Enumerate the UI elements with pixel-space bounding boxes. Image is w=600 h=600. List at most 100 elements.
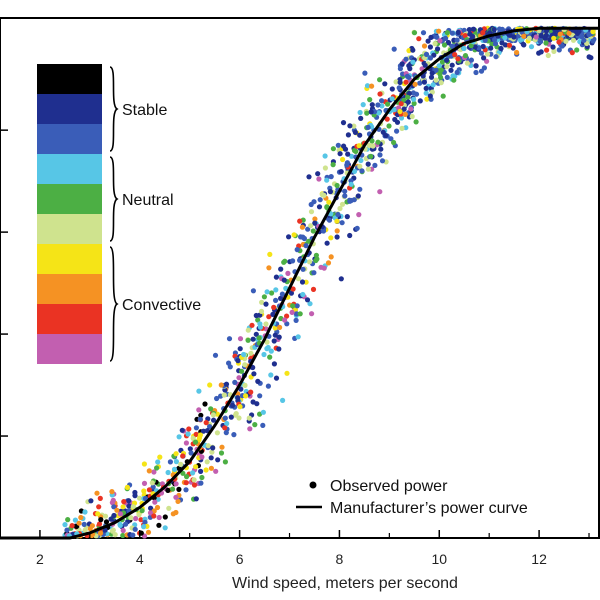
observed-point	[326, 199, 332, 205]
observed-point	[413, 91, 420, 97]
x-tick-label: 8	[336, 551, 344, 567]
observed-point	[317, 197, 323, 203]
observed-point	[536, 50, 542, 56]
observed-point	[559, 43, 565, 49]
observed-point	[218, 450, 225, 456]
observed-point	[145, 529, 152, 535]
observed-point	[264, 339, 270, 345]
observed-point	[265, 383, 271, 389]
observed-point	[255, 378, 261, 384]
observed-point	[215, 457, 221, 463]
observed-point	[455, 29, 461, 35]
observed-point	[165, 469, 171, 476]
observed-point	[437, 71, 443, 77]
observed-point	[154, 465, 160, 471]
observed-point	[208, 465, 214, 471]
observed-point	[233, 411, 239, 417]
observed-point	[429, 70, 435, 76]
observed-point	[348, 181, 354, 187]
observed-point	[328, 174, 334, 180]
observed-point	[481, 55, 487, 61]
observed-point	[324, 177, 330, 183]
observed-point	[78, 514, 84, 521]
observed-point	[543, 40, 549, 46]
observed-point	[76, 520, 82, 526]
observed-point	[402, 111, 408, 117]
observed-point	[166, 505, 172, 511]
observed-point	[466, 27, 472, 33]
observed-point	[322, 153, 328, 159]
observed-point	[173, 509, 179, 516]
observed-point	[428, 34, 434, 41]
observed-point	[354, 225, 360, 231]
observed-point	[521, 33, 527, 39]
observed-point	[280, 397, 286, 403]
observed-point	[340, 120, 347, 126]
observed-point	[365, 166, 371, 172]
observed-point	[146, 468, 152, 474]
observed-point	[440, 93, 446, 99]
observed-point	[235, 358, 241, 364]
observed-point	[427, 93, 433, 99]
observed-point	[309, 311, 315, 317]
observed-point	[338, 276, 344, 282]
observed-point	[556, 47, 562, 53]
observed-point	[120, 527, 126, 534]
observed-point	[214, 430, 220, 436]
observed-point	[335, 211, 341, 218]
observed-point	[126, 503, 132, 509]
observed-point	[62, 522, 68, 528]
observed-point	[435, 46, 441, 52]
observed-point	[311, 270, 317, 276]
observed-point	[110, 497, 116, 503]
observed-point	[281, 277, 287, 283]
observed-point	[557, 31, 563, 37]
observed-point	[132, 489, 138, 496]
observed-point	[328, 254, 334, 260]
observed-point	[272, 325, 278, 331]
observed-point	[267, 251, 273, 257]
observed-point	[444, 64, 450, 70]
observed-point	[103, 519, 110, 525]
observed-point	[284, 321, 290, 327]
observed-point	[203, 467, 209, 473]
observed-point	[313, 257, 319, 264]
observed-point	[248, 350, 254, 356]
observed-point	[223, 430, 229, 436]
observed-point	[405, 94, 411, 100]
observed-point	[256, 335, 262, 341]
observed-point	[141, 524, 147, 530]
observed-point	[370, 143, 376, 149]
observed-point	[213, 468, 219, 474]
observed-point	[124, 484, 130, 490]
observed-point	[340, 156, 346, 163]
observed-point	[365, 124, 371, 130]
observed-point	[581, 37, 587, 43]
observed-point	[511, 34, 517, 40]
observed-point	[141, 480, 148, 486]
observed-point	[551, 35, 557, 41]
observed-point	[237, 336, 244, 342]
observed-point	[342, 193, 348, 199]
observed-point	[362, 70, 368, 76]
observed-point	[502, 35, 508, 41]
observed-point	[510, 45, 516, 51]
observed-point	[367, 97, 373, 103]
x-axis-title: Wind speed, meters per second	[232, 575, 458, 592]
observed-point	[410, 59, 416, 65]
observed-point	[478, 68, 485, 74]
observed-point	[72, 517, 78, 523]
observed-point	[266, 265, 272, 271]
observed-point	[167, 459, 173, 465]
observed-point	[493, 54, 499, 60]
observed-point	[298, 234, 304, 240]
observed-point	[462, 33, 468, 39]
observed-point	[266, 314, 272, 320]
observed-point	[385, 101, 391, 107]
observed-point	[436, 28, 442, 34]
observed-point	[207, 424, 213, 430]
observed-point	[112, 532, 118, 538]
observed-point	[186, 426, 192, 432]
observed-point	[375, 139, 381, 145]
observed-point	[221, 392, 227, 398]
